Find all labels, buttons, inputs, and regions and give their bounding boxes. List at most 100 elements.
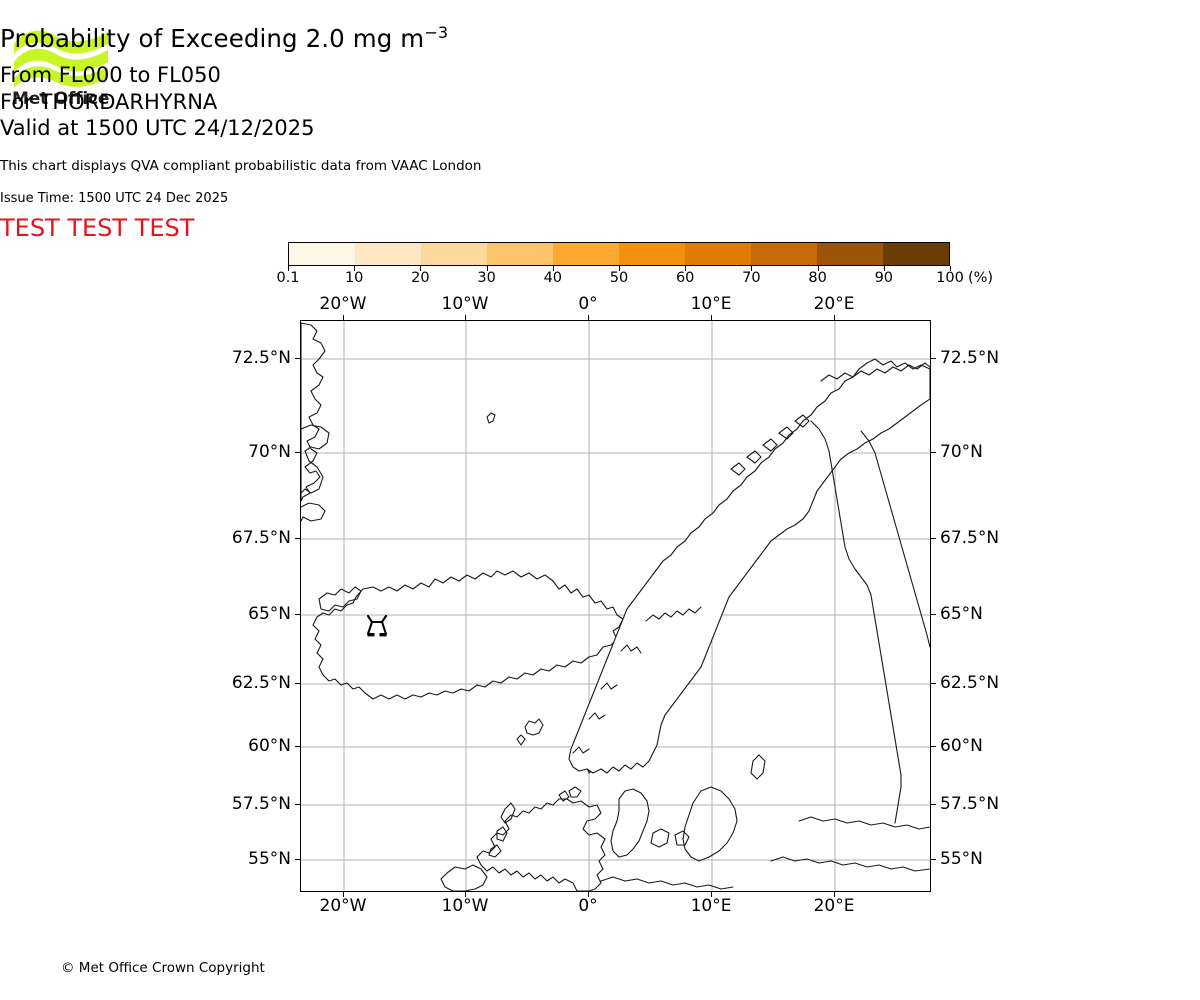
colorbar-band-4 <box>553 243 619 265</box>
colorbar-band-8 <box>817 243 883 265</box>
colorbar-band-7 <box>751 243 817 265</box>
colorbar-tick-30 <box>486 266 488 271</box>
colorbar-band-1 <box>355 243 421 265</box>
colorbar-tick-50 <box>619 266 620 271</box>
lat-tickmark-left-72.5°N <box>295 358 300 359</box>
lat-axis-label-left-65°N: 65°N <box>248 604 291 624</box>
colorbar-tick-0.1 <box>288 266 289 271</box>
colorbar-tick-10 <box>354 266 356 271</box>
lat-axis-label-left-55°N: 55°N <box>248 849 291 869</box>
lat-axis-label-right-67.5°N: 67.5°N <box>940 528 1000 548</box>
lat-axis-label-left-57.5°N: 57.5°N <box>231 794 291 814</box>
lat-axis-label-right-55°N: 55°N <box>940 849 983 869</box>
lon-tickmark-top-0° <box>588 315 589 320</box>
lat-axis-label-left-62.5°N: 62.5°N <box>231 673 291 693</box>
lat-axis-label-right-60°N: 60°N <box>940 736 983 756</box>
copyright-notice: © Met Office Crown Copyright <box>61 960 265 976</box>
lon-tickmark-bottom-10°E <box>711 892 712 897</box>
lat-axis-label-left-72.5°N: 72.5°N <box>231 348 291 368</box>
lat-tickmark-right-60°N <box>931 746 936 747</box>
colorbar-tick-label-50: 50 <box>609 270 629 286</box>
lat-tickmark-right-57.5°N <box>931 804 936 805</box>
lon-axis-label-top-0°: 0° <box>578 294 598 314</box>
lat-tickmark-right-72.5°N <box>931 358 936 359</box>
lat-axis-label-right-57.5°N: 57.5°N <box>940 794 1000 814</box>
colorbar-band-9 <box>883 243 949 265</box>
probability-colorbar <box>288 242 950 266</box>
colorbar-tick-90 <box>883 266 885 271</box>
lon-tickmark-top-20°E <box>834 315 835 320</box>
lat-tickmark-left-57.5°N <box>295 804 300 805</box>
lat-tickmark-left-62.5°N <box>295 683 300 684</box>
lon-axis-label-top-10°E: 10°E <box>690 294 732 314</box>
colorbar-tick-100 <box>950 266 951 271</box>
lon-axis-label-bottom-20°E: 20°E <box>813 896 855 916</box>
lat-tickmark-right-62.5°N <box>931 683 936 684</box>
colorbar-tick-label-100: 100 <box>936 270 964 286</box>
lat-tickmark-left-67.5°N <box>295 538 300 539</box>
colorbar-tick-label-80: 80 <box>808 270 827 286</box>
lat-tickmark-left-70°N <box>295 452 300 453</box>
colorbar-band-2 <box>421 243 487 265</box>
colorbar-tick-20 <box>420 266 422 271</box>
lat-axis-label-right-70°N: 70°N <box>940 442 983 462</box>
colorbar-tick-60 <box>685 266 687 271</box>
colorbar-tick-70 <box>751 266 753 271</box>
lon-axis-label-bottom-10°W: 10°W <box>441 896 489 916</box>
lon-axis-label-bottom-10°E: 10°E <box>690 896 732 916</box>
lon-axis-label-top-20°W: 20°W <box>319 294 367 314</box>
lon-tickmark-bottom-0° <box>588 892 589 897</box>
colorbar-band-5 <box>619 243 685 265</box>
lat-axis-label-right-62.5°N: 62.5°N <box>940 673 1000 693</box>
qva-compliance-note: This chart displays QVA compliant probab… <box>0 158 482 174</box>
colorbar-tick-label-40: 40 <box>543 270 563 286</box>
lat-tickmark-left-65°N <box>295 614 300 615</box>
lon-tickmark-bottom-20°E <box>834 892 835 897</box>
lat-tickmark-right-55°N <box>931 859 936 860</box>
colorbar-bands <box>288 242 950 266</box>
lat-tickmark-left-55°N <box>295 859 300 860</box>
lon-axis-label-bottom-20°W: 20°W <box>319 896 367 916</box>
colorbar-tick-40 <box>552 266 554 271</box>
lon-tickmark-bottom-20°W <box>343 892 344 897</box>
lat-tickmark-left-60°N <box>295 746 300 747</box>
met-office-wave-mark <box>14 30 108 88</box>
map-graticule-and-coastlines <box>301 321 930 891</box>
lat-axis-label-left-70°N: 70°N <box>248 442 291 462</box>
colorbar-tick-label-10: 10 <box>344 270 364 286</box>
colorbar-band-0 <box>289 243 355 265</box>
lon-axis-label-bottom-0°: 0° <box>578 896 598 916</box>
colorbar-unit-label: (%) <box>968 270 994 286</box>
valid-time-subtitle: Valid at 1500 UTC 24/12/2025 <box>0 116 315 140</box>
colorbar-tick-label-60: 60 <box>675 270 695 286</box>
page-title-exponent: −3 <box>424 22 449 42</box>
lon-axis-label-top-20°E: 20°E <box>813 294 855 314</box>
test-banner: TEST TEST TEST <box>0 214 195 242</box>
colorbar-tick-label-30: 30 <box>477 270 496 286</box>
met-office-logo-text: Met Office <box>12 89 110 109</box>
colorbar-band-3 <box>487 243 553 265</box>
page-title-text: Probability of Exceeding 2.0 mg m <box>0 24 425 53</box>
lat-axis-label-left-67.5°N: 67.5°N <box>231 528 291 548</box>
map-plot-area[interactable] <box>300 320 931 892</box>
lon-tickmark-bottom-10°W <box>465 892 466 897</box>
page-title: Probability of Exceeding 2.0 mg m−3 <box>0 24 1200 54</box>
issue-time-label: Issue Time: 1500 UTC 24 Dec 2025 <box>0 191 229 206</box>
lat-axis-label-right-65°N: 65°N <box>940 604 983 624</box>
colorbar-tick-axis: 0.1 10 20 30 40 50 60 70 80 90 100 <box>276 266 964 288</box>
colorbar-tick-label-0.1: 0.1 <box>276 270 300 286</box>
lat-tickmark-right-65°N <box>931 614 936 615</box>
lat-axis-label-left-60°N: 60°N <box>248 736 291 756</box>
lon-tickmark-top-10°E <box>711 315 712 320</box>
colorbar-tick-label-20: 20 <box>411 270 430 286</box>
lon-axis-label-top-10°W: 10°W <box>441 294 489 314</box>
colorbar-tick-label-70: 70 <box>742 270 761 286</box>
colorbar-tick-80 <box>817 266 819 271</box>
lat-tickmark-right-67.5°N <box>931 538 936 539</box>
colorbar-tick-label-90: 90 <box>874 270 894 286</box>
lon-tickmark-top-20°W <box>343 315 344 320</box>
colorbar-band-6 <box>685 243 751 265</box>
met-office-logo: Met Office <box>12 24 112 114</box>
lat-axis-label-right-72.5°N: 72.5°N <box>940 348 1000 368</box>
volcano-name-subtitle: For THORDARHYRNA <box>0 90 218 114</box>
